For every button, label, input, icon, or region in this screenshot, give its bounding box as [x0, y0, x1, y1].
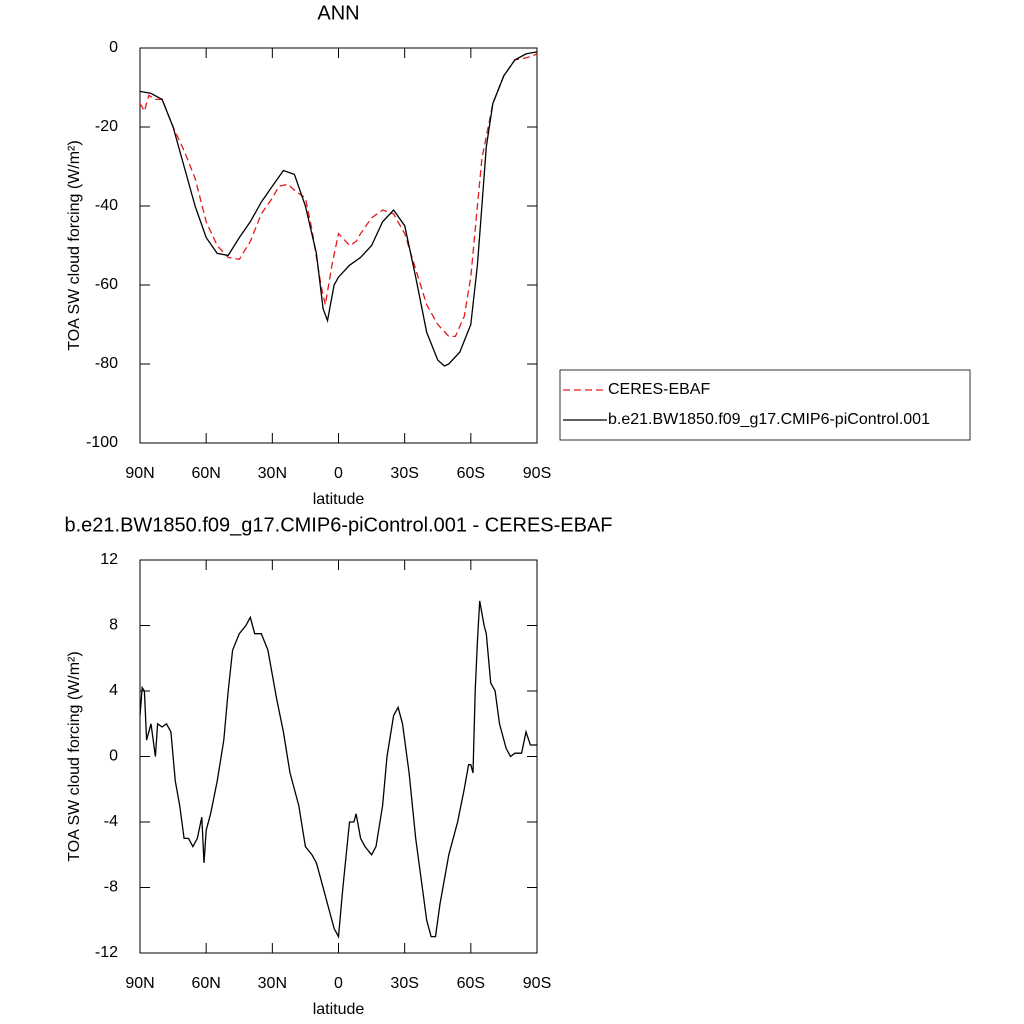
plot-frame [139, 559, 538, 954]
x-axis-label: latitude [313, 1001, 365, 1018]
y-tick-label: -4 [104, 813, 118, 830]
y-tick-label: 0 [109, 39, 118, 56]
y-tick-label: 12 [100, 551, 118, 568]
y-tick-label: -100 [86, 434, 118, 451]
x-tick-label: 60N [191, 465, 220, 482]
x-tick-label: 30N [258, 975, 287, 992]
x-tick-label: 90S [523, 465, 551, 482]
x-tick-label: 0 [334, 975, 343, 992]
x-tick-label: 30S [390, 975, 418, 992]
data-line [139, 53, 538, 338]
x-tick-label: 90S [523, 975, 551, 992]
legend-label: b.e21.BW1850.f09_g17.CMIP6-piControl.001 [608, 411, 930, 428]
chart-title: ANN [317, 2, 359, 24]
x-tick-label: 0 [334, 465, 343, 482]
x-tick-label: 90N [125, 975, 154, 992]
y-tick-label: 0 [109, 748, 118, 765]
x-tick-label: 60S [457, 465, 485, 482]
y-tick-label: -80 [95, 355, 118, 372]
legend-box [559, 369, 971, 441]
y-tick-label: -60 [95, 276, 118, 293]
x-axis-label: latitude [313, 491, 365, 508]
y-axis-label: TOA SW cloud forcing (W/m²) [66, 651, 83, 861]
x-tick-label: 90N [125, 465, 154, 482]
y-tick-label: -12 [95, 944, 118, 961]
data-line [139, 51, 538, 367]
y-tick-label: -8 [104, 879, 118, 896]
data-line [139, 600, 537, 939]
x-tick-label: 30S [390, 465, 418, 482]
plot-frame [139, 47, 538, 444]
y-tick-label: 8 [109, 617, 118, 634]
x-tick-label: 60S [457, 975, 485, 992]
chart-title: b.e21.BW1850.f09_g17.CMIP6-piControl.001… [64, 514, 612, 536]
legend-label: CERES-EBAF [608, 381, 710, 398]
y-tick-label: 4 [109, 682, 118, 699]
y-tick-label: -20 [95, 118, 118, 135]
y-axis-label: TOA SW cloud forcing (W/m²) [66, 140, 83, 350]
x-tick-label: 30N [258, 465, 287, 482]
y-tick-label: -40 [95, 197, 118, 214]
x-tick-label: 60N [191, 975, 220, 992]
